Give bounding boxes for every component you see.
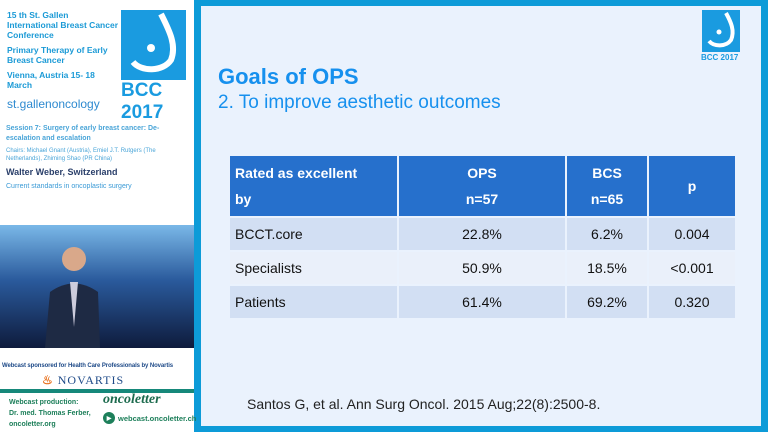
header-ops: OPS n=57 bbox=[399, 156, 565, 216]
slide-reference: Santos G, et al. Ann Surg Oncol. 2015 Au… bbox=[247, 396, 601, 412]
header-rated-by: Rated as excellent by bbox=[230, 156, 397, 216]
slide-bcc-logo bbox=[702, 10, 740, 52]
production-credits: Webcast production: Dr. med. Thomas Ferb… bbox=[9, 397, 101, 430]
bcc-logo bbox=[121, 10, 186, 80]
slide-logo-text: BCC 2017 bbox=[701, 53, 739, 62]
cell: 69.2% bbox=[567, 286, 647, 318]
talk-topic: Current standards in oncoplastic surgery bbox=[6, 183, 132, 190]
cell: Specialists bbox=[230, 252, 397, 284]
cell: 0.004 bbox=[649, 218, 735, 250]
novartis-logo-text: NOVARTIS bbox=[57, 373, 125, 387]
conference-name: 15 th St. Gallen International Breast Ca… bbox=[7, 10, 119, 40]
cell: <0.001 bbox=[649, 252, 735, 284]
session-info: Session 7: Surgery of early breast cance… bbox=[6, 124, 192, 191]
sponsor-text: Webcast sponsored for Health Care Profes… bbox=[2, 363, 174, 369]
play-icon: ▶ bbox=[103, 412, 115, 424]
sidebar: 15 th St. Gallen International Breast Ca… bbox=[0, 0, 196, 432]
cell: 61.4% bbox=[399, 286, 565, 318]
table-row: Specialists 50.9% 18.5% <0.001 bbox=[230, 252, 735, 284]
webcast-link-text[interactable]: webcast.oncoletter.ch bbox=[118, 413, 197, 423]
speaker-name: Walter Weber, Switzerland bbox=[6, 167, 118, 177]
conference-header: 15 th St. Gallen International Breast Ca… bbox=[7, 10, 119, 111]
cell: 22.8% bbox=[399, 218, 565, 250]
header-line: p bbox=[687, 178, 697, 194]
divider bbox=[0, 389, 194, 393]
conference-location: Vienna, Austria 15- 18 March bbox=[7, 70, 95, 90]
header-line: n=57 bbox=[465, 191, 499, 207]
bcc-logo-text: BCC 2017 bbox=[121, 80, 164, 123]
speaker-figure bbox=[45, 247, 100, 348]
cell: 18.5% bbox=[567, 252, 647, 284]
table-header: Rated as excellent by OPS n=57 BCS n=65 p bbox=[230, 156, 735, 216]
header-bcs: BCS n=65 bbox=[567, 156, 647, 216]
novartis-flame-icon: ♨ bbox=[42, 373, 54, 387]
header-line: BCS bbox=[592, 165, 622, 181]
cell: BCCT.core bbox=[230, 218, 397, 250]
slide-title: Goals of OPS bbox=[218, 64, 359, 89]
header-p: p bbox=[649, 156, 735, 216]
cell: 6.2% bbox=[567, 218, 647, 250]
slide-subtitle: 2. To improve aesthetic outcomes bbox=[218, 92, 501, 113]
cell: 50.9% bbox=[399, 252, 565, 284]
producer-site[interactable]: oncoletter.org bbox=[9, 421, 56, 428]
header-line: by bbox=[235, 191, 252, 207]
results-table: Rated as excellent by OPS n=57 BCS n=65 p B… bbox=[228, 154, 737, 320]
producer-name: Dr. med. Thomas Ferber, bbox=[9, 410, 91, 417]
table-row: BCCT.core 22.8% 6.2% 0.004 bbox=[230, 218, 735, 250]
header-line: n=65 bbox=[590, 191, 624, 207]
cell: 0.320 bbox=[649, 286, 735, 318]
cell: Patients bbox=[230, 286, 397, 318]
webcast-link[interactable]: ▶ webcast.oncoletter.ch bbox=[103, 412, 196, 424]
header-line: Rated as excellent bbox=[235, 165, 358, 181]
oncoletter-logo: oncoletter bbox=[103, 392, 161, 407]
organizer-logo: st.gallenoncology bbox=[7, 97, 100, 111]
session-title: Session 7: Surgery of early breast cance… bbox=[6, 125, 160, 142]
speaker-video[interactable] bbox=[0, 225, 194, 348]
novartis-logo: ♨ NOVARTIS bbox=[42, 373, 124, 387]
presentation-slide: BCC 2017 Goals of OPS 2. To improve aest… bbox=[201, 6, 761, 426]
conference-theme: Primary Therapy of Early Breast Cancer bbox=[7, 45, 108, 65]
production-label: Webcast production: bbox=[9, 399, 79, 406]
session-chairs: Chairs: Michael Gnant (Austria), Emiel J… bbox=[6, 148, 156, 162]
header-line: OPS bbox=[467, 165, 497, 181]
table-row: Patients 61.4% 69.2% 0.320 bbox=[230, 286, 735, 318]
conference-info: 15 th St. Gallen International Breast Ca… bbox=[7, 10, 119, 95]
